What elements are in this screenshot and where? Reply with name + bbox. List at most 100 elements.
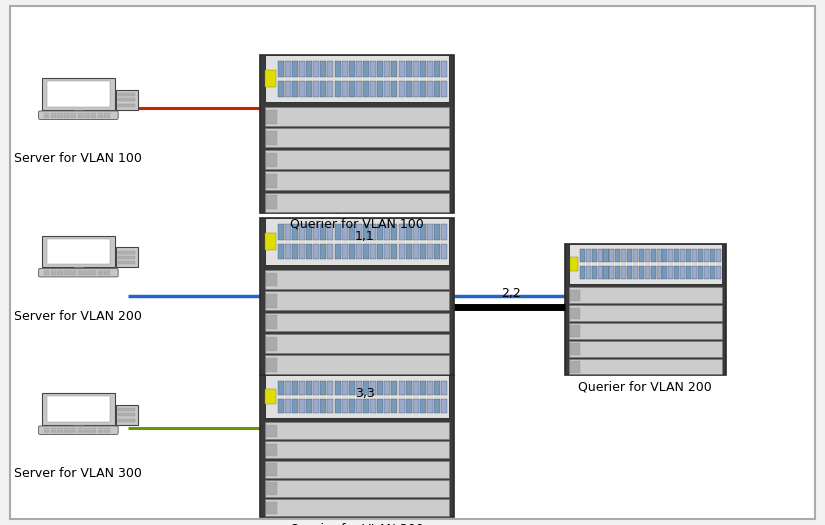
Bar: [710, 249, 714, 262]
Bar: [42, 78, 115, 110]
Bar: [363, 224, 369, 239]
Bar: [604, 249, 609, 262]
Bar: [105, 114, 110, 116]
Bar: [58, 113, 63, 114]
Bar: [266, 337, 277, 351]
Bar: [377, 399, 384, 413]
Bar: [639, 266, 644, 279]
Bar: [118, 104, 135, 107]
Bar: [349, 381, 355, 395]
Bar: [406, 399, 412, 413]
Bar: [639, 249, 644, 262]
Bar: [265, 312, 449, 331]
Bar: [349, 61, 355, 77]
Bar: [328, 244, 333, 259]
Bar: [97, 270, 103, 271]
Bar: [328, 381, 333, 395]
Bar: [441, 224, 447, 239]
Bar: [349, 399, 355, 413]
Bar: [363, 244, 369, 259]
Bar: [266, 131, 277, 145]
Bar: [370, 61, 376, 77]
Bar: [266, 195, 277, 209]
Bar: [64, 432, 69, 433]
Bar: [266, 358, 277, 372]
Bar: [78, 429, 83, 431]
Bar: [434, 399, 440, 413]
Bar: [105, 429, 110, 431]
Bar: [570, 326, 580, 337]
Bar: [406, 81, 412, 97]
Bar: [105, 274, 110, 275]
Bar: [306, 244, 312, 259]
Bar: [627, 249, 632, 262]
Bar: [615, 249, 620, 262]
Bar: [651, 266, 656, 279]
Text: Querier for VLAN 100: Querier for VLAN 100: [290, 218, 424, 231]
Bar: [84, 432, 90, 433]
Bar: [299, 61, 305, 77]
Bar: [420, 381, 426, 395]
Bar: [320, 81, 327, 97]
Bar: [349, 224, 355, 239]
Bar: [657, 266, 662, 279]
Bar: [686, 249, 691, 262]
Bar: [266, 70, 276, 87]
Bar: [715, 249, 720, 262]
Bar: [118, 408, 135, 411]
Bar: [118, 414, 135, 416]
Bar: [278, 81, 284, 97]
Bar: [60, 271, 97, 273]
Bar: [44, 117, 50, 118]
Bar: [64, 117, 69, 118]
Bar: [91, 117, 97, 118]
Bar: [441, 244, 447, 259]
Bar: [314, 224, 319, 239]
Bar: [680, 266, 686, 279]
Bar: [306, 61, 312, 77]
Bar: [266, 153, 277, 166]
Bar: [592, 266, 596, 279]
Bar: [604, 266, 609, 279]
Bar: [51, 114, 56, 116]
Bar: [328, 61, 333, 77]
Bar: [278, 61, 284, 77]
Bar: [370, 399, 376, 413]
Bar: [627, 266, 632, 279]
Bar: [335, 381, 341, 395]
Text: Querier for VLAN 200: Querier for VLAN 200: [578, 381, 712, 394]
Bar: [427, 381, 433, 395]
Bar: [265, 480, 449, 497]
Bar: [391, 399, 398, 413]
Bar: [328, 224, 333, 239]
Bar: [434, 61, 440, 77]
Bar: [342, 224, 347, 239]
Bar: [384, 81, 390, 97]
Bar: [91, 432, 97, 433]
Bar: [441, 81, 447, 97]
Bar: [266, 110, 277, 124]
Bar: [260, 375, 454, 517]
Bar: [51, 272, 56, 274]
Bar: [662, 249, 667, 262]
Bar: [427, 399, 433, 413]
Text: Querier for VLAN 300: Querier for VLAN 300: [290, 522, 424, 525]
Bar: [285, 399, 291, 413]
Bar: [565, 244, 726, 375]
Bar: [406, 61, 412, 77]
Bar: [266, 502, 277, 514]
Bar: [356, 399, 362, 413]
Bar: [64, 429, 69, 431]
Bar: [427, 61, 433, 77]
Bar: [266, 233, 276, 250]
Bar: [118, 256, 135, 259]
Bar: [91, 114, 97, 116]
Bar: [265, 460, 449, 478]
Bar: [84, 428, 90, 429]
FancyBboxPatch shape: [39, 268, 118, 277]
Bar: [434, 81, 440, 97]
Bar: [84, 270, 90, 271]
Bar: [320, 381, 327, 395]
Bar: [105, 113, 110, 114]
Bar: [441, 61, 447, 77]
